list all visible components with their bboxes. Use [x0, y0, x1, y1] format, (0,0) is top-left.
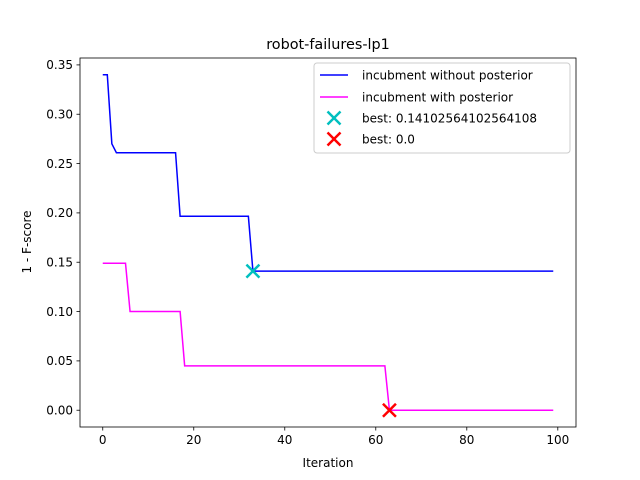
legend-marker-label-1: best: 0.14102564102564108: [362, 111, 537, 125]
y-tick-label: 0.05: [46, 354, 73, 368]
series-line-2: [102, 262, 554, 411]
best-marker-2-stroke-b: [382, 402, 397, 418]
x-tick-label: 20: [186, 433, 201, 447]
plot-frame: [79, 57, 577, 428]
legend: incubment without posterior incubment wit…: [313, 62, 571, 154]
best-marker-1: [245, 263, 261, 279]
series-line-1: [102, 74, 554, 272]
y-tick-label: 0.20: [46, 206, 73, 220]
legend-label-1: incubment without posterior: [362, 68, 533, 82]
y-tick-label: 0.00: [46, 404, 73, 418]
x-axis-label: Iteration: [303, 456, 354, 470]
y-tick-label: 0.30: [46, 108, 73, 122]
y-tick-label: 0.35: [46, 58, 73, 72]
axes: 0 20 40 60 80 100 0.00 0.05 0.10 0.15 0.20 0.25 0.30…: [46, 57, 577, 447]
legend-box: [313, 62, 571, 154]
x-tick-label: 0: [99, 433, 107, 447]
x-tick-label: 40: [277, 433, 292, 447]
y-tick-label: 0.10: [46, 305, 73, 319]
legend-marker-1-stroke-b: [326, 110, 342, 126]
best-marker-2: [382, 402, 397, 418]
legend-label-2: incubment with posterior: [362, 90, 513, 104]
best-marker-1-stroke-b: [245, 263, 261, 279]
plot-area: [102, 74, 554, 418]
y-tick-label: 0.25: [46, 157, 73, 171]
y-tick-label: 0.15: [46, 256, 73, 270]
legend-marker-1: [326, 110, 342, 126]
legend-marker-label-2: best: 0.0: [362, 132, 415, 146]
legend-marker-2-stroke-b: [326, 131, 342, 147]
x-tick-label: 60: [368, 433, 383, 447]
chart-title: robot-failures-lp1: [266, 37, 390, 53]
x-tick-label: 80: [459, 433, 474, 447]
y-axis-label: 1 - F-score: [20, 210, 34, 273]
legend-marker-2: [326, 131, 342, 147]
x-tick-label: 100: [546, 433, 569, 447]
